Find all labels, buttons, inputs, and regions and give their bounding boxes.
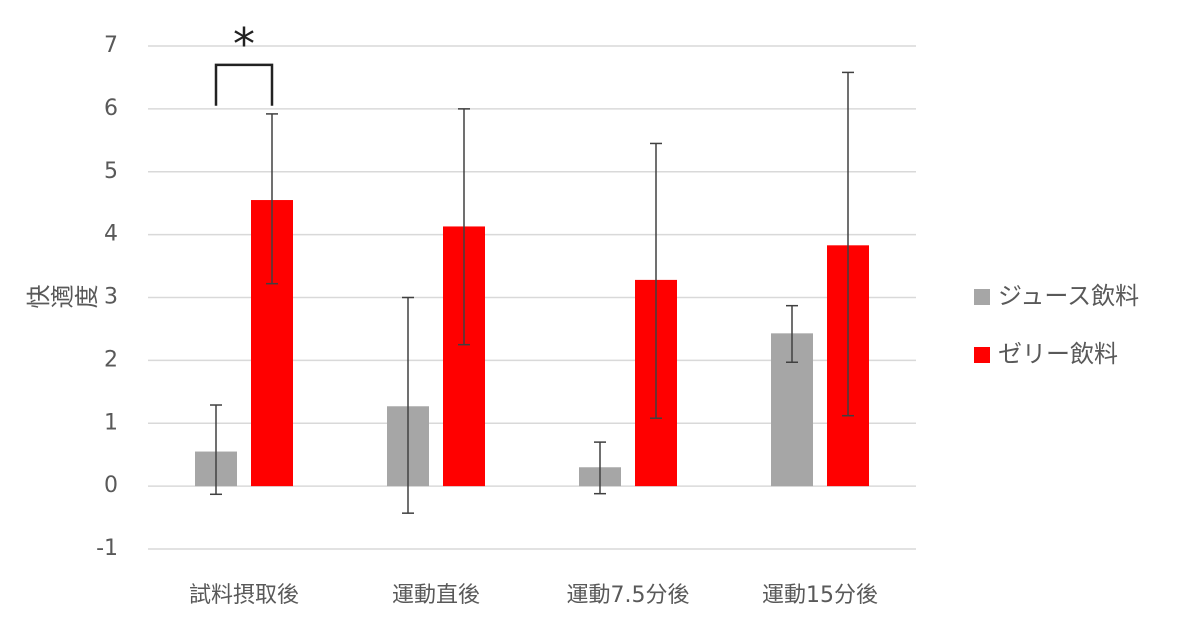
x-category-label: 運動15分後 xyxy=(762,583,878,608)
significance-star: * xyxy=(233,19,255,70)
y-tick-label: 0 xyxy=(104,473,118,498)
legend-label: ゼリー飲料 xyxy=(998,340,1118,368)
y-tick-label: 2 xyxy=(104,347,118,372)
y-axis-label: 快適度 xyxy=(26,285,98,313)
y-tick-label: 3 xyxy=(104,285,118,310)
x-category-label: 試料摂取後 xyxy=(189,583,299,608)
x-axis-categories: 試料摂取後 運動直後 運動7.5分後 運動15分後 xyxy=(189,583,878,608)
legend-swatch xyxy=(974,347,990,363)
error-bars xyxy=(210,71,854,514)
x-category-label: 運動7.5分後 xyxy=(567,583,690,608)
y-tick-label: 7 xyxy=(104,33,118,58)
bars xyxy=(195,200,869,487)
y-tick-label: -1 xyxy=(96,536,118,561)
y-tick-label: 6 xyxy=(104,96,118,121)
x-category-label: 運動直後 xyxy=(392,583,480,608)
y-axis-ticks: -1 0 1 2 3 4 5 6 7 xyxy=(96,33,118,561)
y-tick-label: 1 xyxy=(104,410,118,435)
legend-swatch xyxy=(974,289,990,305)
y-tick-label: 5 xyxy=(104,159,118,184)
significance-bracket xyxy=(214,63,274,106)
legend-label: ジュース飲料 xyxy=(998,282,1139,310)
y-tick-label: 4 xyxy=(104,222,118,247)
significance-annotation: * xyxy=(214,19,274,106)
